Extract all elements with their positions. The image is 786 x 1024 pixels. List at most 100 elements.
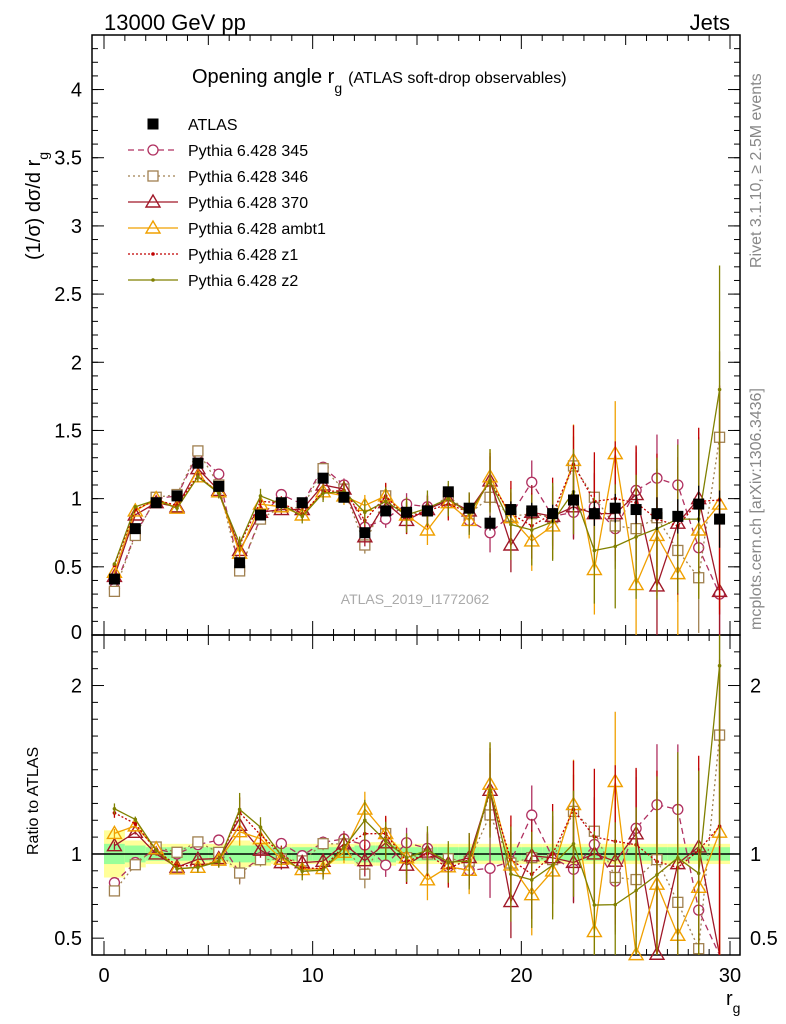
series-6-ratio-point	[655, 872, 659, 877]
series-6-point	[133, 505, 138, 509]
atlas-point	[630, 504, 642, 516]
atlas-point	[672, 510, 684, 522]
atlas-point	[693, 498, 705, 510]
series-1-ratio-point	[213, 834, 225, 846]
series-2-ratio-point	[233, 867, 246, 879]
series-1-ratio-line	[113, 804, 721, 956]
atlas-point	[714, 513, 726, 525]
series-2-ratio-line	[113, 734, 721, 952]
ratio-ytick-label: 2	[71, 676, 82, 698]
series-4-ratio-line	[114, 781, 721, 955]
legend-marker	[151, 252, 155, 256]
atlas-point	[108, 573, 120, 585]
series-3-point	[127, 506, 144, 521]
series-6-ratio-point	[258, 825, 263, 829]
legend-marker	[147, 144, 159, 156]
series-6-ratio-point	[175, 867, 179, 871]
series-6-point	[216, 491, 221, 495]
svg-text:(1/σ) dσ/d rg: (1/σ) dσ/d rg	[23, 152, 51, 260]
series-6-point	[634, 535, 638, 539]
series-2-ratio-point	[317, 838, 329, 850]
legend-label: Pythia 6.428 345	[188, 143, 308, 160]
plot-title: Opening angle rg (ATLAS soft-drop observa…	[192, 66, 567, 96]
series-6-ratio-point	[154, 848, 158, 853]
series-1-point	[213, 468, 225, 480]
series-6-ratio-point	[237, 807, 242, 812]
series-4-ratio-point	[168, 860, 186, 875]
series-6-ratio-point	[529, 878, 534, 882]
main-ytick-label: 4	[71, 80, 82, 102]
series-6-ratio-point	[696, 871, 701, 876]
ratio-axis-ticks: 0.5 0.51 12 20 10 20 30	[54, 635, 778, 987]
series-6-ratio-point	[717, 663, 722, 668]
main-ytick-label: 1	[71, 489, 82, 511]
series-6-ratio-point	[196, 865, 200, 870]
atlas-point	[171, 490, 183, 502]
xtick-label: 20	[510, 965, 532, 987]
atlas-point	[296, 497, 308, 509]
series-6-ratio-point	[342, 845, 346, 850]
series-6-point	[321, 491, 325, 495]
series-4-ratio-point	[106, 825, 123, 840]
ratio-ytick-label: 1	[71, 844, 82, 866]
series-6-ratio-point	[613, 902, 618, 907]
series-6-ratio	[112, 635, 722, 955]
series-4-point	[419, 521, 436, 536]
atlas-point	[129, 523, 141, 535]
legend-label: Pythia 6.428 z2	[188, 273, 298, 290]
series-2-ratio-point	[129, 859, 141, 871]
ratio-ytick-label-right: 1	[750, 844, 761, 866]
title-subscript: g	[334, 80, 342, 96]
main-ytick-zero: 0	[71, 622, 82, 644]
series-6-ratio-point	[216, 859, 221, 864]
series-6-ratio-point	[133, 817, 138, 822]
atlas-point	[338, 491, 350, 503]
series-6-point	[258, 494, 263, 498]
series-6-point	[363, 510, 367, 515]
legend-marker	[147, 170, 159, 182]
series-2-ratio-point	[108, 885, 121, 897]
series-6-ratio-point	[446, 860, 451, 864]
svg-text:Opening angle rg(ATLAS soft-dr: Opening angle rg (ATLAS soft-drop observa…	[192, 66, 567, 96]
series-6-point	[717, 387, 722, 392]
legend-marker	[151, 278, 155, 282]
legend-item: Pythia 6.428 z1	[128, 247, 298, 264]
series-6-ratio-point	[363, 818, 367, 823]
xlabel-subscript: g	[733, 1000, 741, 1016]
ratio-y-axis-label: Ratio to ATLAS	[25, 747, 42, 855]
series-6-ratio-point	[425, 848, 430, 853]
series-6-ratio-point	[112, 806, 117, 811]
series-atlas	[108, 457, 726, 585]
series-6-point	[383, 499, 388, 504]
ratio-ytick-label: 0.5	[54, 928, 82, 950]
atlas-point	[359, 527, 371, 539]
atlas-point	[651, 508, 663, 520]
title-main: Opening angle r	[192, 66, 335, 88]
series-6-point	[446, 496, 451, 501]
legend-item: Pythia 6.428 370	[128, 193, 308, 212]
series-5-line	[113, 463, 720, 566]
x-axis-label: rg	[726, 988, 740, 1016]
mcplots-label: mcplots.cern.ch [arXiv:1306.3436]	[748, 388, 765, 630]
main-axis-ticks: 0.5 1 1.5 2 2.5 3 3.5 4 0	[54, 35, 740, 644]
atlas-point	[484, 517, 496, 529]
legend-label: Pythia 6.428 ambt1	[188, 221, 326, 238]
legend-label: ATLAS	[188, 117, 238, 134]
ratio-ytick-label-right: 2	[750, 676, 761, 698]
legend: ATLAS Pythia 6.428 345 Pythia 6.428 346 Pyt…	[128, 117, 326, 290]
series-1-ratio-point	[526, 809, 538, 821]
series-6-point	[237, 541, 242, 546]
legend-item: Pythia 6.428 345	[128, 143, 308, 160]
series-6-ratio-point	[321, 868, 325, 872]
series-6-point	[613, 544, 618, 549]
xtick-label: 0	[98, 965, 109, 987]
series-6-ratio-point	[509, 872, 513, 876]
series-1-line	[113, 452, 721, 595]
series-2-ratio-point	[171, 846, 183, 858]
main-ytick-label: 2	[71, 352, 82, 374]
series-3-ratio-point	[648, 945, 666, 960]
series-2-ratio	[108, 635, 726, 955]
series-6-ratio-point	[404, 855, 409, 860]
atlas-point	[317, 472, 329, 484]
